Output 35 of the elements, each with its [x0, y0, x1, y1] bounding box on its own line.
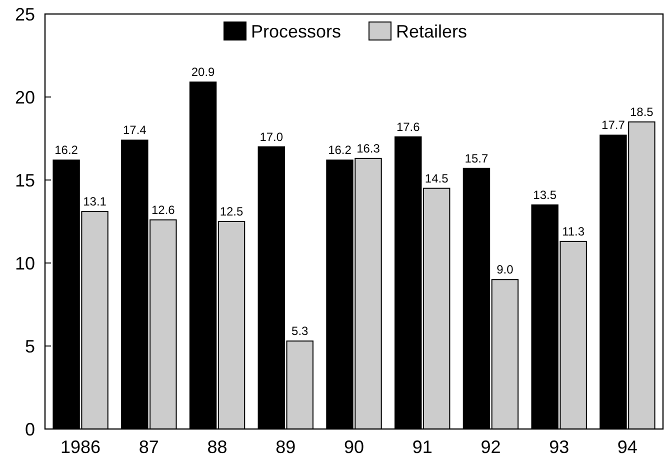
data-label: 14.5: [424, 171, 449, 186]
legend-label: Processors: [251, 21, 342, 42]
legend-label: Retailers: [396, 21, 468, 42]
y-tick-label: 25: [14, 4, 35, 24]
data-label: 17.7: [602, 118, 626, 132]
y-tick-label: 5: [24, 336, 35, 356]
y-tick-label: 0: [24, 419, 35, 440]
x-tick-label: 92: [480, 437, 501, 457]
x-tick-label: 91: [412, 437, 432, 457]
data-label: 9.0: [496, 262, 514, 277]
data-label: 12.5: [220, 204, 244, 218]
data-label: 12.6: [151, 202, 176, 217]
y-tick-label: 15: [14, 170, 35, 190]
data-label: 16.3: [356, 141, 380, 156]
x-tick-label: 87: [138, 437, 159, 457]
x-tick-label: 90: [344, 437, 364, 457]
data-label: 16.2: [54, 143, 78, 158]
data-label: 5.3: [292, 324, 309, 338]
data-label: 16.2: [328, 143, 352, 158]
data-label: 13.1: [83, 194, 107, 209]
data-label: 17.0: [260, 130, 284, 144]
data-label: 20.9: [191, 65, 216, 80]
data-label: 11.3: [562, 224, 585, 238]
data-label: 15.7: [464, 151, 488, 166]
x-tick-label: 88: [207, 437, 228, 457]
x-tick-label: 89: [276, 437, 296, 457]
x-tick-label: 1986: [60, 437, 101, 457]
data-label: 18.5: [630, 104, 654, 119]
x-tick-label: 93: [549, 437, 570, 457]
y-tick-label: 10: [14, 253, 35, 274]
y-tick-label: 20: [14, 87, 35, 108]
data-label: 17.4: [122, 123, 147, 138]
data-label: 17.6: [396, 120, 420, 134]
x-tick-label: 94: [617, 437, 638, 457]
data-label: 13.5: [533, 188, 557, 202]
